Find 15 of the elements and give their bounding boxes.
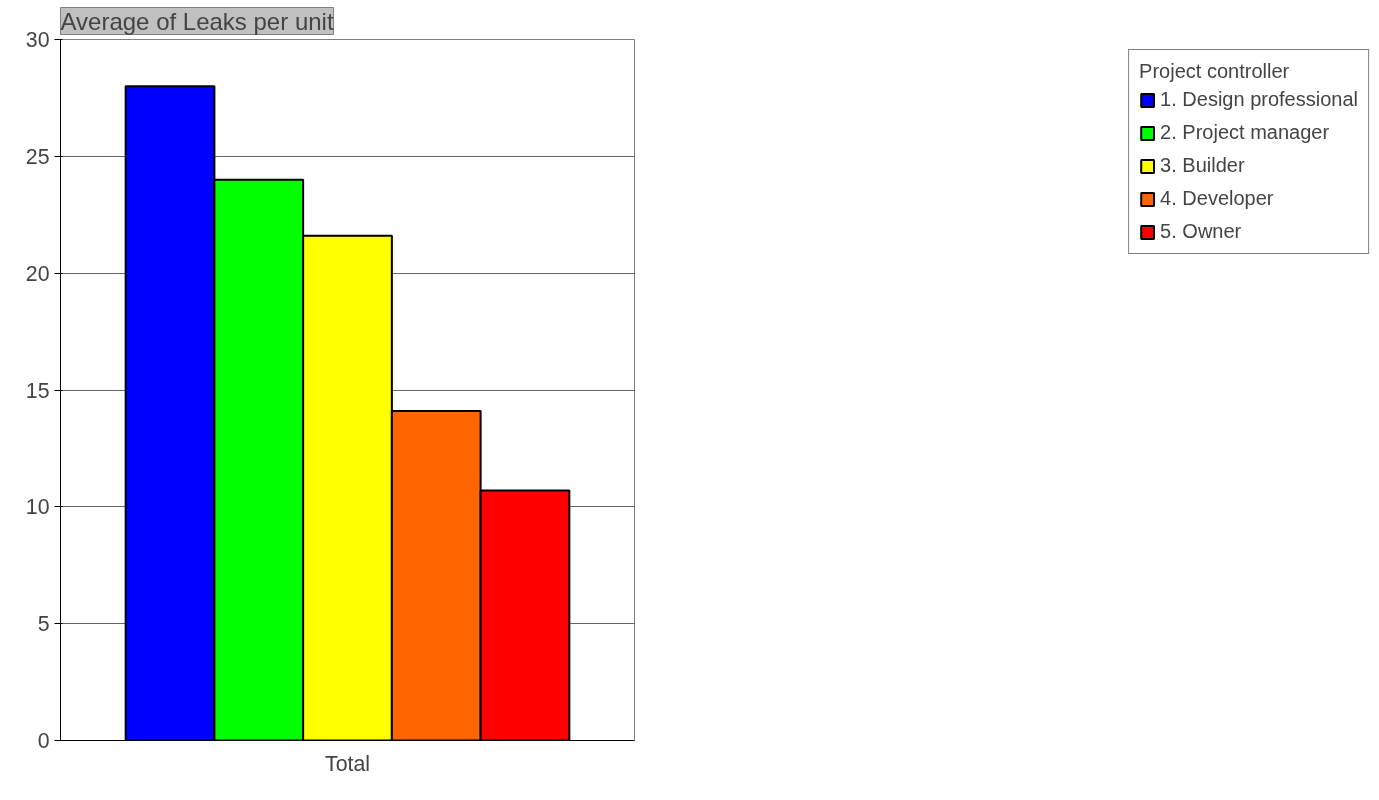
legend-label: 4. Developer <box>1160 187 1274 210</box>
y-tick-label: 30 <box>25 28 50 52</box>
x-tick-label: Total <box>324 751 371 776</box>
legend-title: Project controller <box>1139 60 1291 83</box>
legend-label: 1. Design professional <box>1160 88 1358 111</box>
y-tick-label: 25 <box>25 144 50 169</box>
y-tick-label: 10 <box>25 495 50 520</box>
legend-label: 2. Project manager <box>1160 121 1330 144</box>
y-tick-label: 0 <box>37 729 50 753</box>
chart-title: Average of Leaks per unit <box>60 7 334 35</box>
y-tick-label: 5 <box>37 612 50 637</box>
y-tick-label: 20 <box>25 261 50 286</box>
legend-label: 3. Builder <box>1160 154 1245 177</box>
y-tick-label: 15 <box>25 378 50 403</box>
legend-label: 5. Owner <box>1160 220 1242 243</box>
